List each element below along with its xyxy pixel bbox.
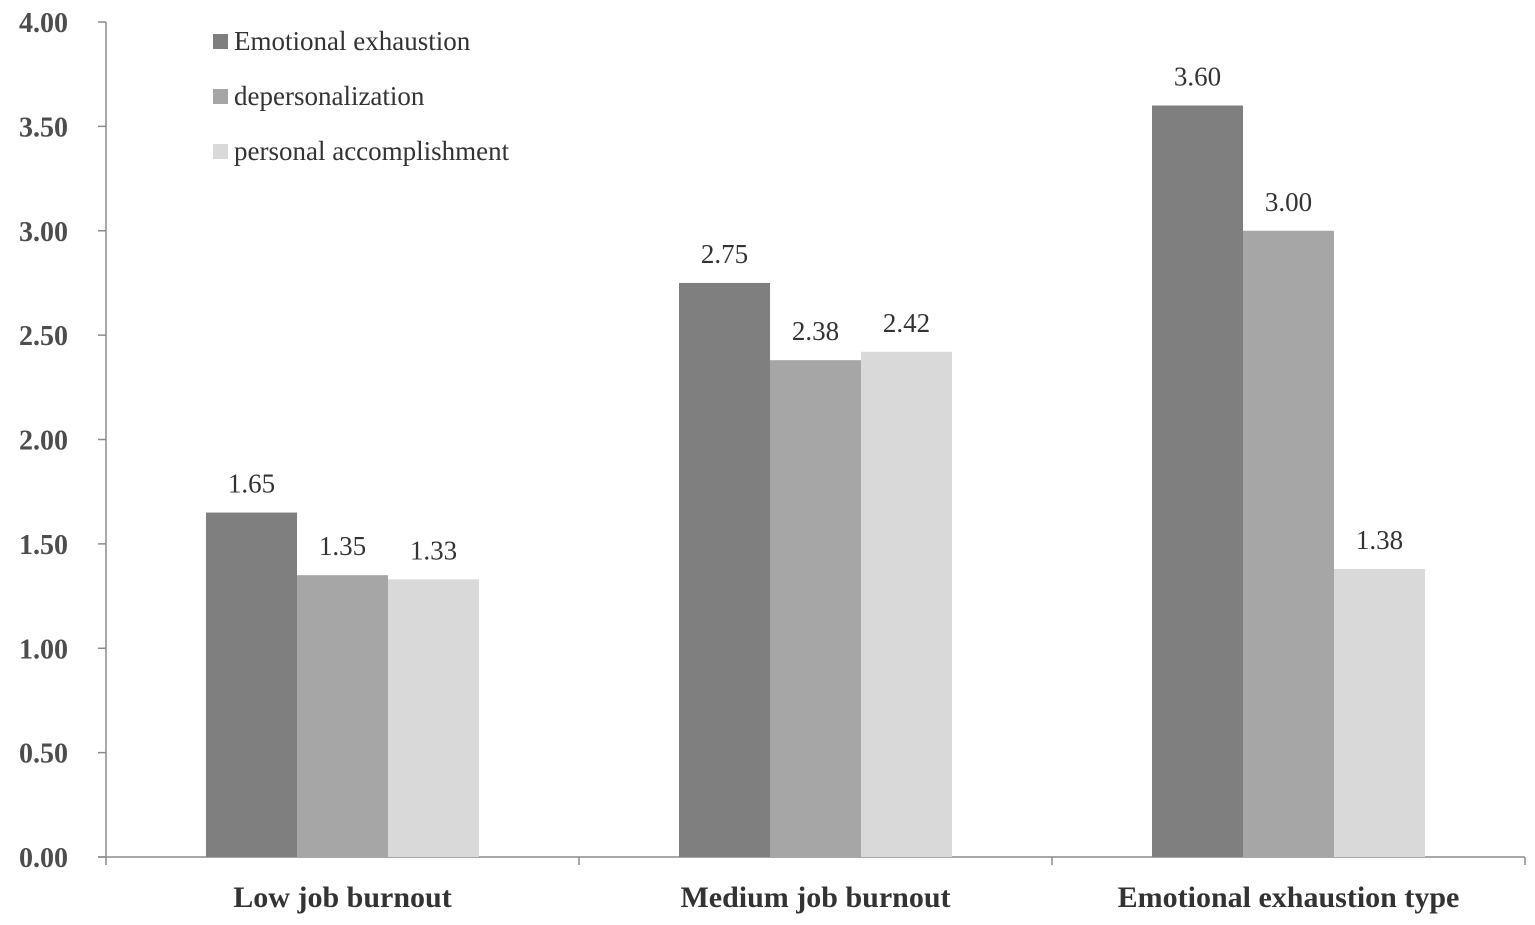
legend-label: Emotional exhaustion (234, 26, 471, 56)
y-tick-label: 4.00 (19, 8, 68, 39)
y-tick-label: 0.00 (19, 843, 68, 874)
x-category-label: Medium job burnout (680, 881, 950, 914)
data-label: 1.38 (1356, 525, 1403, 555)
y-tick-label: 0.50 (19, 739, 68, 770)
bar (679, 282, 770, 857)
x-category-label: Low job burnout (233, 881, 451, 914)
bar (1243, 230, 1334, 857)
y-tick-label: 1.00 (19, 634, 68, 665)
x-category-label: Emotional exhaustion type (1118, 881, 1460, 914)
legend-swatch (213, 34, 228, 49)
bar (861, 351, 952, 857)
data-label: 1.65 (228, 469, 275, 499)
legend-swatch (213, 89, 228, 104)
bar (1152, 105, 1243, 857)
y-tick-label: 2.50 (19, 321, 68, 352)
legend-swatch (213, 144, 228, 159)
data-label: 2.42 (883, 308, 930, 338)
data-label: 2.38 (792, 316, 839, 346)
bar (297, 575, 388, 857)
data-label: 3.60 (1174, 62, 1221, 92)
legend-label: personal accomplishment (234, 136, 510, 166)
data-label: 1.33 (410, 535, 457, 565)
bar (388, 579, 479, 857)
legend-label: depersonalization (234, 81, 425, 111)
y-tick-label: 3.50 (19, 112, 68, 143)
bar (770, 360, 861, 857)
bar (1334, 568, 1425, 857)
y-tick-label: 3.00 (19, 217, 68, 248)
y-tick-label: 2.00 (19, 426, 68, 457)
data-label: 1.35 (319, 531, 366, 561)
y-tick-label: 1.50 (19, 530, 68, 561)
data-label: 2.75 (701, 239, 748, 269)
bar (206, 512, 297, 857)
data-label: 3.00 (1265, 187, 1312, 217)
